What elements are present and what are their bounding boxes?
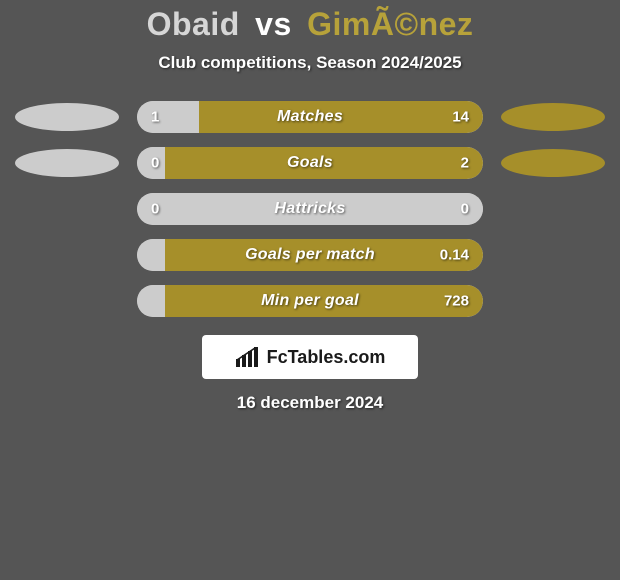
stat-label: Min per goal: [261, 292, 359, 310]
stat-bar-fill-left: [137, 285, 165, 317]
stat-value-left: 1: [151, 109, 159, 126]
stat-bar: 0.14 Goals per match: [137, 239, 483, 271]
stat-label: Matches: [277, 108, 343, 126]
chart-icon: [235, 347, 261, 367]
stat-row: 0 2 Goals: [0, 147, 620, 179]
logo-badge[interactable]: FcTables.com: [202, 335, 418, 379]
stat-value-left: 0: [151, 201, 159, 218]
stat-bar: 0 2 Goals: [137, 147, 483, 179]
stat-row: 0.14 Goals per match: [0, 239, 620, 271]
page-title: Obaid vs GimÃ©nez: [0, 6, 620, 43]
stat-bar-fill-left: [137, 239, 165, 271]
subtitle: Club competitions, Season 2024/2025: [0, 53, 620, 73]
stat-bar-fill-left: [137, 101, 199, 133]
stat-label: Goals per match: [245, 246, 375, 264]
stat-value-right: 14: [452, 109, 469, 126]
date-text: 16 december 2024: [0, 393, 620, 413]
player2-marker: [501, 149, 605, 177]
title-player1: Obaid: [147, 6, 240, 42]
stat-bar: 728 Min per goal: [137, 285, 483, 317]
logo-text: FcTables.com: [267, 347, 386, 368]
title-vs: vs: [255, 6, 292, 42]
stat-value-left: 0: [151, 155, 159, 172]
player1-marker: [15, 149, 119, 177]
title-player2: GimÃ©nez: [307, 6, 473, 42]
stat-row: 1 14 Matches: [0, 101, 620, 133]
stat-label: Hattricks: [274, 200, 345, 218]
player1-marker: [15, 103, 119, 131]
stat-value-right: 0: [461, 201, 469, 218]
comparison-card: Obaid vs GimÃ©nez Club competitions, Sea…: [0, 0, 620, 413]
stat-bar: 0 0 Hattricks: [137, 193, 483, 225]
stat-value-right: 728: [444, 293, 469, 310]
stat-row: 728 Min per goal: [0, 285, 620, 317]
stat-row: 0 0 Hattricks: [0, 193, 620, 225]
stat-label: Goals: [287, 154, 333, 172]
stat-value-right: 2: [461, 155, 469, 172]
stat-bar: 1 14 Matches: [137, 101, 483, 133]
stats-list: 1 14 Matches 0 2 Goals 0 0 Hattricks 0.14 Goals pe…: [0, 101, 620, 317]
stat-value-right: 0.14: [440, 247, 469, 264]
player2-marker: [501, 103, 605, 131]
